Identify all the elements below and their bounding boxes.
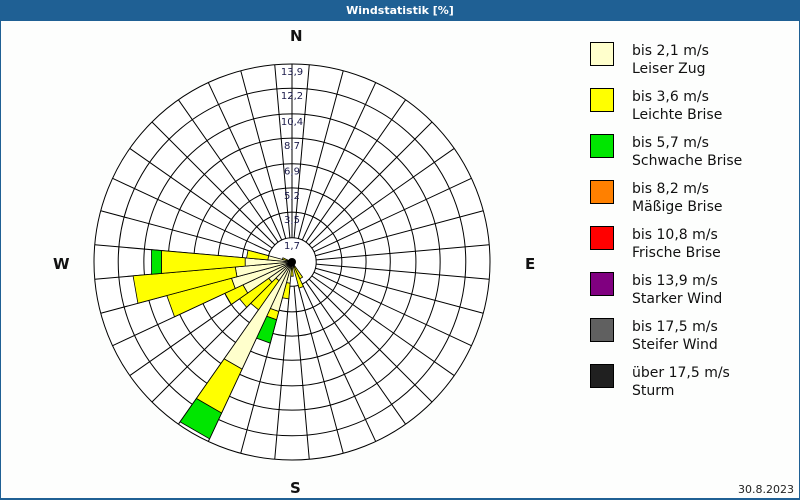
- legend-swatch: [590, 364, 614, 388]
- legend-range: bis 5,7 m/s: [632, 135, 709, 151]
- svg-text:1,7: 1,7: [284, 241, 300, 252]
- bottom-border: [0, 498, 800, 500]
- svg-text:5,2: 5,2: [284, 191, 300, 202]
- compass-north: N: [290, 27, 303, 45]
- legend-label: Leichte Brise: [632, 107, 723, 123]
- legend-range: über 17,5 m/s: [632, 365, 730, 381]
- legend-swatch: [590, 272, 614, 296]
- legend-label: Mäßige Brise: [632, 199, 723, 215]
- legend-swatch: [590, 134, 614, 158]
- svg-text:10,4: 10,4: [281, 117, 303, 128]
- legend-swatch: [590, 88, 614, 112]
- compass-west: W: [53, 255, 70, 273]
- legend-label: Leiser Zug: [632, 61, 706, 77]
- legend-range: bis 3,6 m/s: [632, 89, 709, 105]
- compass-east: E: [525, 255, 536, 273]
- legend-range: bis 10,8 m/s: [632, 227, 718, 243]
- legend-range: bis 17,5 m/s: [632, 319, 718, 335]
- legend-range: bis 8,2 m/s: [632, 181, 709, 197]
- legend-label: Sturm: [632, 383, 675, 399]
- legend-label: Starker Wind: [632, 291, 723, 307]
- legend-swatch: [590, 226, 614, 250]
- window-title: Windstatistik [%]: [0, 0, 800, 21]
- legend-range: bis 13,9 m/s: [632, 273, 718, 289]
- legend-swatch: [590, 42, 614, 66]
- legend-swatch: [590, 318, 614, 342]
- svg-text:6,9: 6,9: [284, 167, 300, 178]
- legend-label: Schwache Brise: [632, 153, 743, 169]
- svg-text:12,2: 12,2: [281, 91, 303, 102]
- compass-south: S: [290, 479, 301, 497]
- legend-label: Steifer Wind: [632, 337, 718, 353]
- legend-swatch: [590, 180, 614, 204]
- legend-label: Frische Brise: [632, 245, 721, 261]
- legend-range: bis 2,1 m/s: [632, 43, 709, 59]
- svg-text:8,7: 8,7: [284, 141, 300, 152]
- svg-text:3,5: 3,5: [284, 215, 300, 226]
- svg-text:13,9: 13,9: [281, 67, 303, 78]
- date-label: 30.8.2023: [738, 483, 794, 496]
